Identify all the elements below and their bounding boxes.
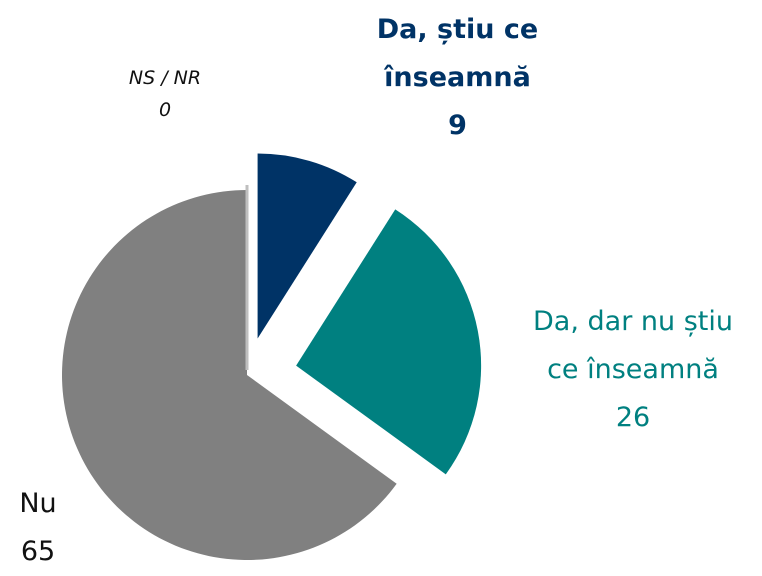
slice-label: Nu 65 bbox=[8, 480, 68, 576]
category-label: Nu bbox=[19, 488, 57, 519]
pie-slice bbox=[61, 190, 397, 560]
value-label: 65 bbox=[20, 536, 56, 567]
slice-label: Da, știu ce înseamnă 9 bbox=[350, 6, 565, 150]
value-label: 26 bbox=[615, 402, 651, 433]
pie-slice bbox=[296, 209, 482, 475]
value-label: 0 bbox=[158, 99, 172, 121]
pie-slice bbox=[257, 153, 357, 339]
category-label: Da, dar nu știu ce înseamnă bbox=[533, 306, 733, 385]
value-label: 9 bbox=[448, 110, 467, 141]
category-label: Da, știu ce înseamnă bbox=[376, 14, 539, 93]
slice-label: NS / NR 0 bbox=[110, 62, 220, 126]
category-label: NS / NR bbox=[128, 67, 202, 89]
slice-label: Da, dar nu știu ce înseamnă 26 bbox=[522, 298, 744, 442]
